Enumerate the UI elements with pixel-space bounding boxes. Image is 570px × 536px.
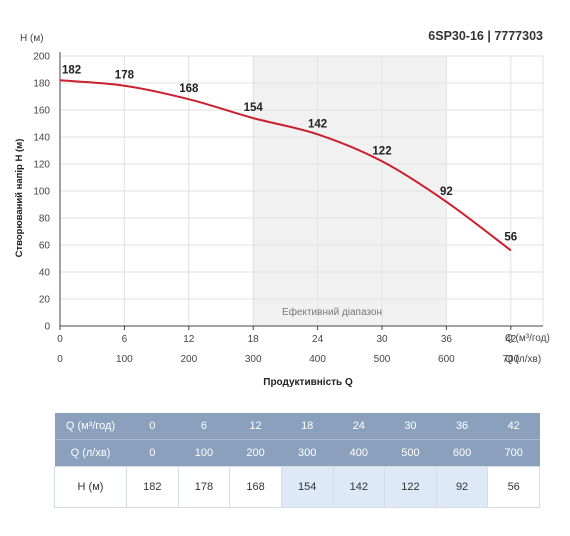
data-label: 182 — [62, 64, 81, 76]
y-tick-label: 120 — [33, 160, 50, 171]
table-cell: 142 — [332, 466, 386, 508]
x-tick-label-secondary: 300 — [245, 354, 262, 365]
y-axis-label: Створюваний напір H (м) — [14, 139, 25, 258]
table-cell: 6 — [178, 413, 230, 440]
table-cell: 56 — [487, 466, 540, 508]
table-cell: 700 — [487, 439, 540, 467]
data-label: 154 — [244, 102, 264, 114]
data-table: Q (м³/год) 0 6 12 18 24 30 36 42 Q (л/хв) 0 100 200 3… — [54, 413, 540, 508]
x-tick-label-primary: 6 — [122, 334, 128, 345]
x-tick-label-secondary: 200 — [180, 354, 197, 365]
x-tick-label-secondary: 600 — [438, 354, 455, 365]
data-label: 168 — [179, 83, 199, 95]
table-cell: 168 — [229, 466, 282, 508]
x-tick-label-primary: 42 — [505, 334, 517, 345]
table-cell: 0 — [126, 439, 179, 467]
x-tick-label-primary: 0 — [57, 334, 63, 345]
x-tick-label-secondary: 700 — [502, 354, 519, 365]
x-axis-label: Продуктивність Q — [263, 377, 353, 388]
x-tick-label-secondary: 500 — [374, 354, 391, 365]
x-axis-primary-unit: Q (м³/год) — [505, 333, 550, 344]
data-label: 178 — [115, 70, 135, 82]
y-tick-label: 200 — [33, 52, 50, 63]
table-cell: 122 — [384, 466, 437, 508]
x-tick-label-secondary: 100 — [116, 354, 133, 365]
table-cell: 0 — [126, 413, 179, 440]
y-tick-label: 20 — [39, 295, 51, 306]
data-label: 142 — [308, 118, 327, 130]
data-label: 56 — [504, 231, 517, 243]
x-axis-secondary-unit: Q (л/хв) — [505, 354, 541, 365]
data-label: 122 — [372, 145, 391, 157]
y-tick-label: 40 — [39, 268, 51, 279]
chart-title: 6SP30-16 | 7777303 — [428, 29, 543, 43]
y-tick-label: 80 — [39, 214, 51, 225]
x-tick-label-primary: 12 — [183, 334, 195, 345]
table-cell: 42 — [487, 413, 540, 440]
table-cell: 18 — [281, 413, 333, 440]
table-row-label: H (м) — [54, 466, 127, 508]
y-tick-label: 60 — [39, 241, 51, 252]
data-label: 92 — [440, 186, 453, 198]
y-tick-label: 100 — [33, 187, 50, 198]
table-cell: 154 — [280, 466, 334, 508]
table-cell: 200 — [229, 439, 282, 467]
y-tick-label: 180 — [33, 79, 50, 90]
table-row-label: Q (м³/год) — [54, 413, 127, 440]
table-cell: 12 — [229, 413, 282, 440]
table-row-label: Q (л/хв) — [54, 439, 127, 467]
table-header-row: Q (л/хв) 0 100 200 300 400 500 600 700 — [54, 439, 540, 467]
table-cell: 100 — [178, 439, 230, 467]
table-cell: 30 — [384, 413, 437, 440]
table-cell: 400 — [333, 439, 385, 467]
table-cell: 36 — [436, 413, 488, 440]
y-tick-label: 0 — [44, 322, 50, 333]
x-tick-label-primary: 18 — [248, 334, 260, 345]
y-tick-label: 140 — [33, 133, 50, 144]
head-curve-line — [59, 79, 512, 252]
table-cell: 300 — [281, 439, 333, 467]
x-tick-label-primary: 36 — [441, 334, 453, 345]
table-row: H (м) 182 178 168 154 142 122 92 56 — [54, 466, 540, 508]
x-tick-label-secondary: 0 — [57, 354, 63, 365]
pump-curve-chart: 0204060801001201401601802000061001220018… — [14, 29, 550, 388]
x-tick-label-secondary: 400 — [309, 354, 326, 365]
table-cell: 600 — [436, 439, 488, 467]
table-cell: 92 — [435, 466, 489, 508]
x-tick-label-primary: 24 — [312, 334, 324, 345]
table-cell: 500 — [384, 439, 437, 467]
table-cell: 182 — [126, 466, 179, 508]
table-cell: 178 — [177, 466, 231, 508]
table-header-row: Q (м³/год) 0 6 12 18 24 30 36 42 — [54, 413, 540, 440]
y-axis-unit: H (м) — [20, 33, 44, 44]
efficient-range-label: Ефективний діапазон — [282, 306, 382, 318]
y-tick-label: 160 — [33, 106, 50, 117]
table-cell: 24 — [333, 413, 385, 440]
x-tick-label-primary: 30 — [376, 334, 388, 345]
